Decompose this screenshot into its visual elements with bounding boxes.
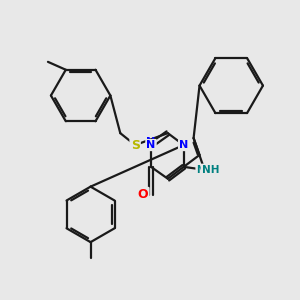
Text: O: O [138, 188, 148, 201]
Text: N: N [179, 140, 188, 150]
Text: N: N [179, 140, 188, 150]
Text: N: N [146, 140, 156, 150]
Text: NH: NH [202, 165, 219, 175]
Text: NH: NH [196, 165, 213, 175]
Text: N: N [146, 137, 156, 147]
Text: S: S [130, 139, 140, 152]
